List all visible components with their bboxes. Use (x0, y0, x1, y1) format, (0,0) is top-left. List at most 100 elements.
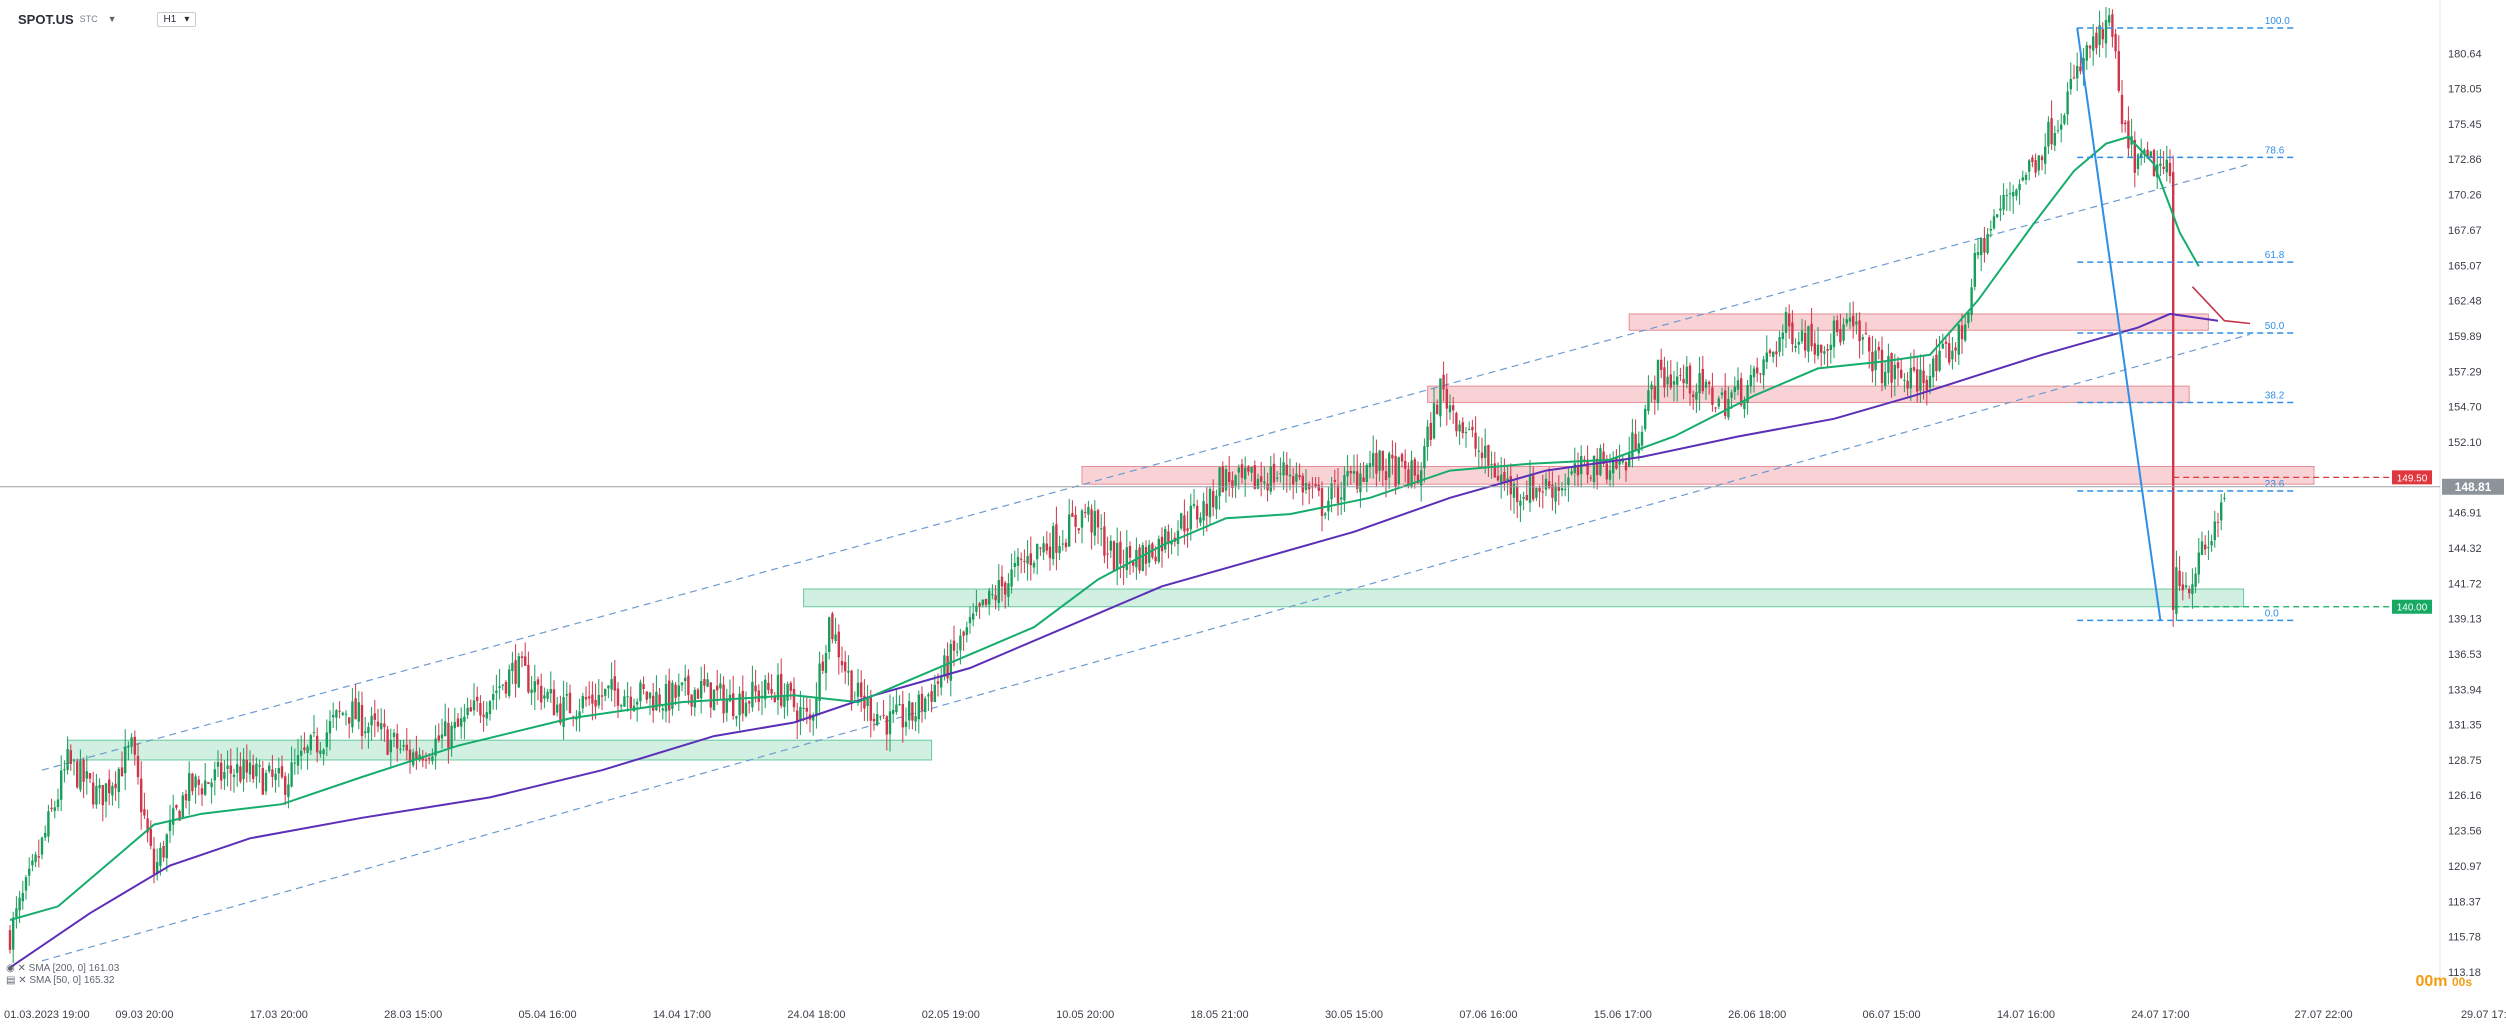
candle-body[interactable] (239, 766, 242, 782)
candle-body[interactable] (66, 748, 69, 771)
candle-body[interactable] (1698, 373, 1701, 394)
candle-body[interactable] (562, 697, 565, 727)
candle-body[interactable] (898, 704, 901, 706)
candle-body[interactable] (1573, 463, 1576, 474)
candle-body[interactable] (1116, 542, 1119, 569)
candle-body[interactable] (578, 711, 581, 719)
candle-body[interactable] (620, 705, 623, 707)
candle-body[interactable] (172, 808, 175, 825)
candle-body[interactable] (1557, 486, 1560, 491)
candle-body[interactable] (1458, 424, 1461, 432)
candle-body[interactable] (600, 695, 604, 697)
candle-body[interactable] (1522, 497, 1525, 499)
candle-body[interactable] (264, 772, 268, 792)
candle-body[interactable] (1740, 378, 1743, 406)
candle-body[interactable] (1474, 432, 1477, 449)
candle-body[interactable] (386, 729, 389, 755)
candle-body[interactable] (1160, 536, 1164, 552)
candle-body[interactable] (2210, 541, 2213, 546)
candle-body[interactable] (268, 765, 271, 772)
candle-body[interactable] (1077, 528, 1080, 531)
candle-body[interactable] (2005, 195, 2008, 197)
candle-body[interactable] (2050, 118, 2053, 145)
candle-body[interactable] (1029, 553, 1032, 566)
candle-body[interactable] (1324, 513, 1327, 516)
candle-body[interactable] (1586, 460, 1589, 475)
candle-body[interactable] (354, 698, 357, 720)
candle-body[interactable] (1887, 355, 1890, 373)
candle-body[interactable] (1682, 378, 1685, 384)
candle-body[interactable] (1756, 367, 1759, 374)
candle-body[interactable] (2088, 45, 2092, 49)
candle-body[interactable] (1285, 464, 1288, 476)
candle-body[interactable] (1967, 312, 1970, 324)
projection-line[interactable] (2191, 286, 2251, 325)
candle-body[interactable] (536, 679, 540, 685)
candle-body[interactable] (1548, 481, 1551, 489)
candle-body[interactable] (504, 681, 508, 694)
candle-body[interactable] (1743, 401, 1746, 410)
candle-body[interactable] (1528, 474, 1532, 503)
candle-body[interactable] (168, 820, 172, 832)
candle-body[interactable] (2021, 177, 2024, 181)
candle-body[interactable] (780, 673, 783, 706)
candle-body[interactable] (511, 662, 514, 671)
candle-body[interactable] (671, 682, 674, 709)
candle-body[interactable] (1624, 462, 1628, 471)
candle-body[interactable] (815, 697, 818, 717)
candle-body[interactable] (1039, 547, 1042, 549)
candle-body[interactable] (677, 685, 680, 697)
candle-body[interactable] (1538, 487, 1541, 492)
candle-body[interactable] (1432, 403, 1436, 439)
candle-body[interactable] (300, 750, 303, 756)
candle-body[interactable] (1893, 364, 1896, 380)
candle-body[interactable] (1282, 462, 1285, 476)
candle-body[interactable] (303, 747, 306, 751)
candle-body[interactable] (690, 694, 693, 707)
candle-body[interactable] (325, 732, 328, 748)
candle-body[interactable] (2184, 585, 2188, 588)
candle-body[interactable] (424, 759, 428, 761)
candle-body[interactable] (1647, 390, 1650, 411)
candle-body[interactable] (412, 752, 415, 766)
candle-body[interactable] (2085, 45, 2088, 61)
candle-body[interactable] (1007, 583, 1010, 597)
candle-body[interactable] (453, 722, 456, 729)
candle-body[interactable] (565, 694, 568, 696)
candle-body[interactable] (1544, 478, 1548, 490)
candle-body[interactable] (514, 660, 517, 684)
candle-body[interactable] (1813, 343, 1816, 355)
candle-body[interactable] (431, 756, 434, 762)
candle-body[interactable] (1032, 562, 1036, 568)
candle-body[interactable] (1103, 526, 1106, 556)
candle-body[interactable] (1228, 472, 1231, 483)
candle-body[interactable] (1071, 513, 1074, 517)
candle-body[interactable] (972, 613, 975, 620)
candle-body[interactable] (1122, 566, 1125, 568)
candle-body[interactable] (1618, 460, 1621, 465)
candle-body[interactable] (1058, 546, 1061, 554)
candle-body[interactable] (1109, 540, 1112, 551)
candle-body[interactable] (1644, 408, 1647, 430)
candle-body[interactable] (85, 771, 88, 779)
candle-body[interactable] (463, 716, 466, 722)
candle-body[interactable] (1375, 452, 1378, 474)
candle-body[interactable] (1858, 320, 1861, 342)
candle-body[interactable] (2079, 66, 2082, 72)
candle-body[interactable] (312, 731, 316, 733)
candle-body[interactable] (1935, 354, 1938, 372)
candle-body[interactable] (1567, 477, 1570, 486)
candle-body[interactable] (1333, 480, 1336, 482)
candle-body[interactable] (69, 750, 72, 764)
candle-body[interactable] (1704, 381, 1708, 388)
candle-body[interactable] (1157, 538, 1160, 562)
candle-body[interactable] (2037, 155, 2040, 171)
candle-body[interactable] (1330, 483, 1333, 500)
candle-body[interactable] (2082, 58, 2085, 74)
candle-body[interactable] (1890, 353, 1893, 383)
candle-body[interactable] (1362, 477, 1365, 482)
candle-body[interactable] (693, 689, 696, 708)
candle-body[interactable] (607, 685, 610, 689)
candle-body[interactable] (1455, 412, 1458, 432)
candle-body[interactable] (920, 693, 924, 711)
